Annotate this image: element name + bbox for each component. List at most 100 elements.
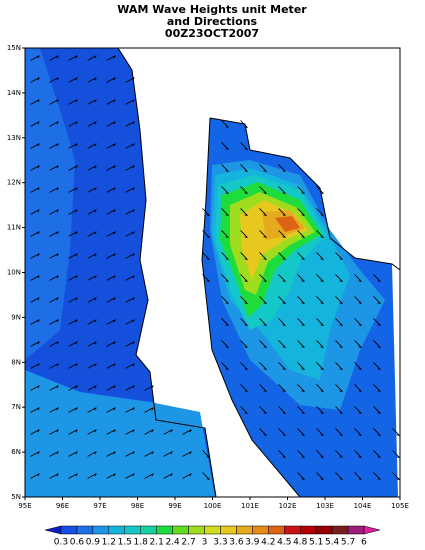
arrow: [163, 451, 173, 457]
arrow: [49, 363, 59, 369]
arrow: [392, 428, 400, 436]
arrow: [68, 165, 78, 171]
arrow: [30, 143, 40, 149]
wave-band: [25, 370, 215, 497]
arrow: [49, 297, 59, 303]
arrow: [30, 385, 40, 391]
arrow: [259, 186, 267, 194]
arrow: [221, 274, 229, 282]
arrow: [278, 296, 286, 304]
colorbar-box: [76, 525, 94, 535]
arrow: [87, 187, 97, 193]
arrow: [49, 407, 59, 413]
arrow: [354, 450, 362, 458]
arrow: [49, 99, 59, 105]
arrow: [106, 297, 116, 303]
arrow: [30, 275, 40, 281]
arrow: [106, 363, 116, 369]
axes: 95E 96E 97E 98E 99E 100E 101E 102E 103E 104E 105E 5…: [7, 44, 409, 510]
arrow: [30, 99, 40, 105]
arrow: [68, 385, 78, 391]
arrow: [68, 143, 78, 149]
arrow: [316, 340, 324, 348]
lat-label: 14N: [7, 89, 21, 97]
arrow: [240, 208, 248, 216]
coastline: [117, 47, 217, 498]
arrow: [30, 253, 40, 259]
arrow: [87, 231, 97, 237]
arrow: [68, 297, 78, 303]
arrow: [259, 164, 267, 172]
arrow: [106, 451, 116, 457]
arrow: [182, 429, 192, 435]
colorbar-box: [188, 525, 205, 535]
arrow: [278, 274, 286, 282]
lat-label: 11N: [7, 224, 21, 232]
arrow: [335, 362, 343, 370]
arrow: [182, 451, 192, 457]
colorbar-label: 0.9: [86, 538, 101, 548]
colorbar-label: 2.7: [181, 538, 195, 548]
arrow: [87, 429, 97, 435]
arrow: [125, 319, 135, 325]
arrow: [316, 208, 324, 216]
arrow: [125, 341, 135, 347]
arrow: [106, 407, 116, 413]
title-line: 00Z23OCT2007: [165, 27, 259, 40]
arrow: [316, 450, 324, 458]
arrow: [221, 142, 229, 150]
arrow: [297, 472, 305, 480]
arrow: [297, 406, 305, 414]
arrow: [278, 362, 286, 370]
arrow: [49, 253, 59, 259]
arrow: [373, 318, 381, 326]
colorbar-label: 3.3: [213, 538, 227, 548]
arrow: [259, 252, 267, 260]
arrow: [106, 385, 116, 391]
arrow: [221, 186, 229, 194]
arrow: [240, 142, 248, 150]
lon-label: 97E: [93, 502, 106, 510]
arrow: [221, 120, 229, 128]
arrow: [373, 406, 381, 414]
arrow: [163, 429, 173, 435]
arrow: [49, 429, 59, 435]
arrow: [106, 121, 116, 127]
arrow: [68, 231, 78, 237]
arrow: [278, 230, 286, 238]
arrow: [278, 384, 286, 392]
arrow: [106, 341, 116, 347]
arrow: [316, 428, 324, 436]
title-line: and Directions: [167, 15, 258, 28]
lon-label: 95E: [18, 502, 31, 510]
arrow: [240, 362, 248, 370]
arrow: [87, 209, 97, 215]
arrow: [125, 407, 135, 413]
arrow: [68, 121, 78, 127]
arrow: [87, 473, 97, 479]
arrow: [30, 341, 40, 347]
arrow: [125, 121, 135, 127]
arrow: [316, 230, 324, 238]
arrow: [202, 208, 210, 216]
arrow: [87, 77, 97, 83]
arrow: [354, 472, 362, 480]
coastline: [201, 259, 301, 498]
arrow: [297, 384, 305, 392]
colorbar-box: [124, 525, 141, 535]
arrow: [316, 384, 324, 392]
arrow: [49, 341, 59, 347]
coastline: [209, 117, 401, 271]
coastline: [201, 117, 211, 261]
arrow: [240, 406, 248, 414]
arrow: [125, 209, 135, 215]
arrow: [278, 208, 286, 216]
arrow: [240, 252, 248, 260]
arrow: [259, 230, 267, 238]
arrow: [49, 187, 59, 193]
arrow: [68, 253, 78, 259]
arrow: [240, 384, 248, 392]
colorbar-box: [172, 525, 189, 535]
colorbar-label: 4.2: [261, 538, 275, 548]
